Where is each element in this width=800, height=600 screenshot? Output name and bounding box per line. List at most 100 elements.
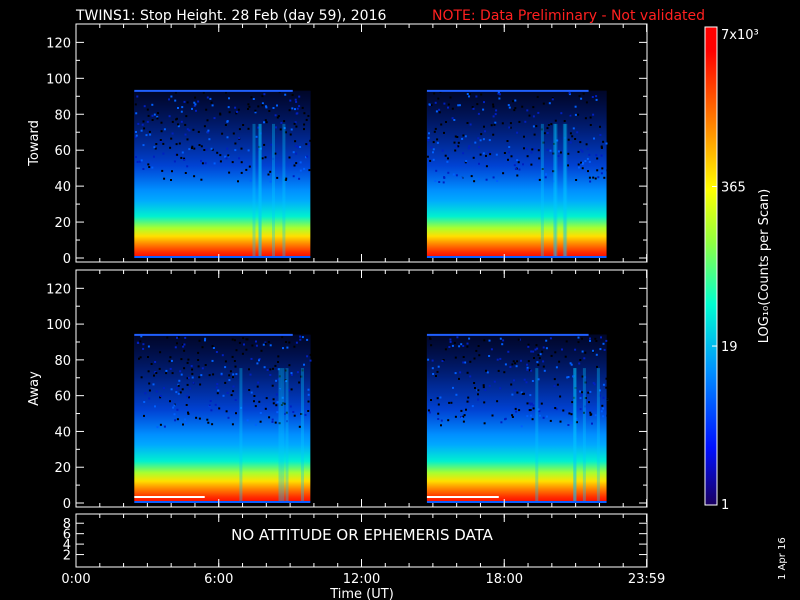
x-axis-label: Time (UT) <box>329 587 394 600</box>
speckle-pixel <box>602 140 605 143</box>
speckle-pixel <box>601 404 604 407</box>
speckle-pixel <box>290 388 293 391</box>
speckle-pixel <box>537 111 540 114</box>
speckle-pixel <box>186 361 189 364</box>
speckle-pixel <box>242 337 245 340</box>
speckle-pixel <box>465 408 467 411</box>
speckle-pixel <box>426 155 429 158</box>
speckle-pixel <box>148 130 151 133</box>
speckle-pixel <box>574 387 577 389</box>
speckle-pixel <box>276 176 279 179</box>
speckle-pixel <box>181 343 184 346</box>
speckle-pixel <box>582 92 585 95</box>
speckle-pixel <box>186 165 189 168</box>
speckle-pixel <box>284 369 287 372</box>
speckle-pixel <box>549 419 552 422</box>
speckle-pixel <box>567 424 570 426</box>
speckle-pixel <box>305 143 308 146</box>
speckle-pixel <box>180 358 183 361</box>
colorbar <box>704 26 718 506</box>
speckle-pixel <box>155 143 158 145</box>
speckle-pixel <box>514 407 517 410</box>
speckle-pixel <box>181 106 184 109</box>
speckle-pixel <box>513 164 516 167</box>
speckle-pixel <box>533 133 536 136</box>
speckle-pixel <box>295 145 298 147</box>
speckle-pixel <box>437 365 440 368</box>
speckle-pixel <box>191 368 194 371</box>
speckle-pixel <box>462 415 465 418</box>
y-tick-label: 8 <box>63 517 71 532</box>
speckle-pixel <box>545 339 548 342</box>
speckle-pixel <box>431 367 434 370</box>
speckle-pixel <box>541 350 544 353</box>
speckle-pixel <box>589 411 592 414</box>
speckle-pixel <box>518 168 521 171</box>
speckle-pixel <box>440 123 443 126</box>
speckle-pixel <box>583 393 586 396</box>
speckle-pixel <box>139 356 142 359</box>
speckle-pixel <box>156 117 159 120</box>
speckle-pixel <box>298 95 301 98</box>
speckle-pixel <box>219 160 222 163</box>
speckle-pixel <box>499 357 502 360</box>
speckle-pixel <box>197 130 200 133</box>
speckle-pixel <box>595 154 598 157</box>
speckle-pixel <box>484 130 486 133</box>
speckle-pixel <box>141 123 144 126</box>
speckle-pixel <box>144 392 147 395</box>
speckle-pixel <box>555 366 558 369</box>
speckle-pixel <box>491 414 494 417</box>
speckle-pixel <box>530 151 533 154</box>
speckle-pixel <box>284 179 287 181</box>
speckle-pixel <box>181 388 184 391</box>
speckle-pixel <box>136 341 139 344</box>
speckle-pixel <box>435 169 438 172</box>
speckle-pixel <box>186 128 189 131</box>
speckle-pixel <box>542 360 545 363</box>
speckle-pixel <box>176 336 178 339</box>
speckle-pixel <box>540 402 543 405</box>
speckle-pixel <box>197 351 200 354</box>
speckle-pixel <box>532 407 535 410</box>
speckle-pixel <box>508 146 511 148</box>
speckle-pixel <box>147 345 150 348</box>
speckle-pixel <box>296 107 299 110</box>
speckle-pixel <box>537 408 540 411</box>
speckle-pixel <box>267 175 270 178</box>
speckle-pixel <box>448 346 451 348</box>
speckle-pixel <box>274 114 277 117</box>
speckle-pixel <box>307 388 310 391</box>
speckle-pixel <box>174 99 177 102</box>
speckle-pixel <box>140 376 143 379</box>
speckle-pixel <box>542 346 545 349</box>
speckle-pixel <box>291 107 294 110</box>
speckle-pixel <box>263 366 266 369</box>
speckle-pixel <box>584 351 587 354</box>
speckle-pixel <box>583 357 586 360</box>
speckle-pixel <box>248 165 251 168</box>
speckle-pixel <box>588 401 590 404</box>
speckle-pixel <box>280 404 283 406</box>
speckle-pixel <box>294 108 296 111</box>
speckle-pixel <box>228 171 231 174</box>
speckle-pixel <box>176 408 179 411</box>
speckle-pixel <box>264 341 267 344</box>
speckle-pixel <box>436 141 439 144</box>
speckle-pixel <box>437 418 440 420</box>
speckle-pixel <box>550 354 553 357</box>
y-tick-label: 0 <box>63 497 71 512</box>
speckle-pixel <box>176 117 178 120</box>
speckle-pixel <box>271 384 274 387</box>
speckle-pixel <box>526 366 529 369</box>
speckle-pixel <box>573 375 576 378</box>
speckle-pixel <box>301 106 304 109</box>
speckle-pixel <box>298 177 301 180</box>
speckle-pixel <box>603 348 606 351</box>
speckle-pixel <box>231 355 234 358</box>
speckle-pixel <box>553 385 556 388</box>
y-tick-label: 80 <box>54 354 71 369</box>
speckle-pixel <box>232 373 235 376</box>
speckle-pixel <box>163 425 166 428</box>
speckle-pixel <box>600 410 603 413</box>
